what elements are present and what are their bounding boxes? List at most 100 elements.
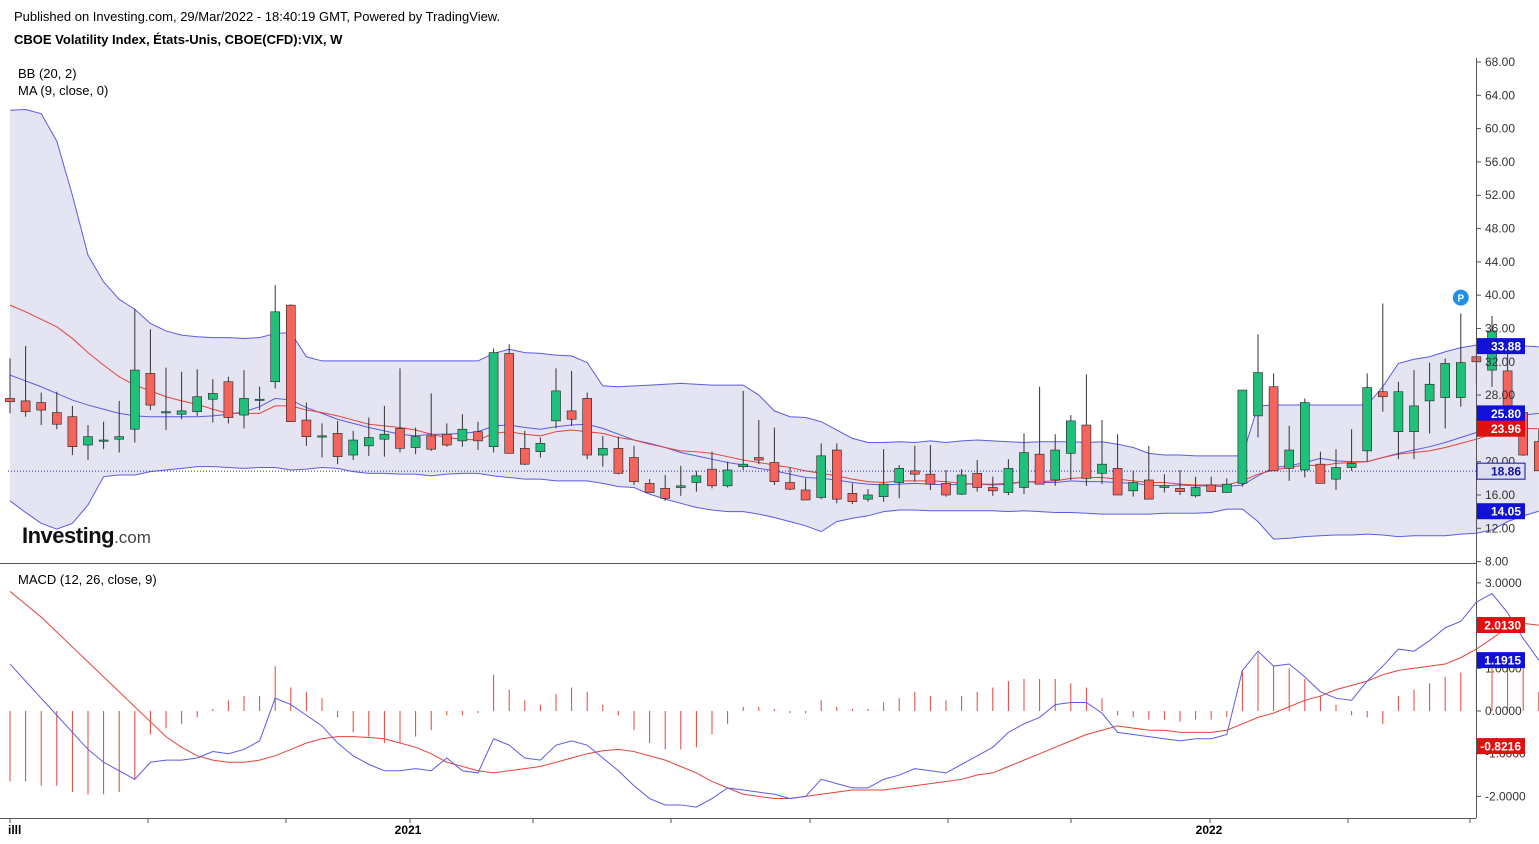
candle xyxy=(1175,470,1185,495)
candle xyxy=(1050,434,1060,486)
candle xyxy=(582,392,593,460)
candle xyxy=(1003,459,1014,495)
candle-body xyxy=(1346,463,1357,468)
candle-body xyxy=(769,462,780,482)
candle xyxy=(753,420,764,465)
candle-body xyxy=(816,455,827,498)
price-y-tick: 40.00 xyxy=(1476,288,1515,302)
price-y-tick: 44.00 xyxy=(1476,255,1515,269)
price-y-tick-label: 16.00 xyxy=(1485,488,1515,502)
candle-body xyxy=(317,435,327,438)
candle-body xyxy=(208,393,218,400)
price-y-tick-label: 8.00 xyxy=(1485,555,1509,569)
candle-body xyxy=(847,493,858,502)
candle-body xyxy=(1315,463,1326,484)
candle-body xyxy=(348,439,359,456)
candle xyxy=(769,427,780,485)
candle-body xyxy=(1331,467,1341,480)
candle-body xyxy=(20,400,31,413)
candle xyxy=(956,469,967,495)
candle xyxy=(1456,313,1466,407)
candle-body xyxy=(1268,386,1279,472)
macd-y-tick: -2.0000 xyxy=(1476,789,1526,803)
price-y-tick-label: 52.00 xyxy=(1485,188,1515,202)
price-y-tick: 56.00 xyxy=(1476,155,1515,169)
candle-body xyxy=(878,483,889,497)
candle-body xyxy=(301,419,312,437)
candle xyxy=(488,348,499,453)
candle-body xyxy=(894,468,905,483)
candle-body xyxy=(410,436,421,448)
price-flag-bg xyxy=(1477,420,1525,437)
candle-body xyxy=(675,485,686,488)
candle-body xyxy=(441,433,452,446)
candle xyxy=(925,445,936,490)
candle-body xyxy=(192,396,202,413)
candle-body xyxy=(660,488,671,499)
price-y-tick-label: 64.00 xyxy=(1485,88,1515,102)
price-y-tick-label: 48.00 xyxy=(1485,222,1515,236)
bb-upper-line xyxy=(9,108,1539,457)
candle xyxy=(660,475,671,501)
candle xyxy=(535,437,546,458)
candle xyxy=(1128,470,1138,497)
candle-body xyxy=(1003,468,1014,493)
candle xyxy=(301,402,312,446)
candle-body xyxy=(1253,372,1263,417)
candle xyxy=(161,367,171,431)
ma-indicator-label[interactable]: MA (9, close, 0) xyxy=(18,83,109,98)
macd-y-tick-label: 3.0000 xyxy=(1485,576,1522,590)
candle xyxy=(863,489,873,502)
candle-body xyxy=(1128,482,1138,492)
x-tick-label-fragment: illl xyxy=(8,823,21,837)
candle-body xyxy=(332,433,343,457)
candle-body xyxy=(114,436,124,440)
candle xyxy=(317,423,327,458)
candle xyxy=(1112,434,1123,496)
price-flag-bg xyxy=(1476,462,1526,480)
price-flag: 33.88 xyxy=(1477,338,1525,355)
logo-suffix: .com xyxy=(114,528,151,547)
candle xyxy=(130,309,140,443)
bb-lower-line xyxy=(9,466,1539,540)
candle xyxy=(1034,386,1045,485)
candle xyxy=(894,465,905,499)
candle-body xyxy=(551,390,561,422)
price-y-tick-label: 40.00 xyxy=(1485,288,1515,302)
candle-body xyxy=(379,433,390,440)
candle xyxy=(1378,303,1388,412)
candle xyxy=(1159,474,1170,493)
candle-body xyxy=(1081,424,1092,479)
candle-body xyxy=(239,398,249,416)
x-tick-label: 2021 xyxy=(395,823,422,837)
price-flag-text: 33.88 xyxy=(1491,340,1521,354)
candle-body xyxy=(488,352,499,447)
bb-indicator-label[interactable]: BB (20, 2) xyxy=(18,66,77,81)
price-flag-bg xyxy=(1477,405,1525,422)
candle-body xyxy=(707,468,717,487)
macd-indicator-label[interactable]: MACD (12, 26, close, 9) xyxy=(18,572,157,587)
candle xyxy=(504,344,515,454)
price-pane: P xyxy=(5,108,1539,540)
candle-body xyxy=(130,369,140,430)
chart-title: CBOE Volatility Index, États-Unis, CBOE(… xyxy=(14,32,343,47)
candle xyxy=(1066,415,1076,480)
price-y-tick: 68.00 xyxy=(1476,55,1515,69)
candle-body xyxy=(987,487,998,492)
axes: 68.00 64.00 60.00 56.00 52.00 48.00 44.00 40.00… xyxy=(0,55,1526,837)
macd-flag-bg xyxy=(1477,738,1525,755)
candle xyxy=(473,421,483,451)
candle-body xyxy=(1175,488,1185,492)
candle xyxy=(629,445,639,485)
candle xyxy=(254,386,265,411)
candle-body xyxy=(395,428,405,449)
candle xyxy=(208,379,218,423)
macd-flag: 2.0130 xyxy=(1477,617,1525,634)
candle-body xyxy=(644,483,655,493)
candle-body xyxy=(254,398,265,401)
candle-body xyxy=(5,398,15,403)
candle xyxy=(972,460,983,492)
price-y-tick: 12.00 xyxy=(1476,521,1515,535)
candle xyxy=(441,423,452,447)
